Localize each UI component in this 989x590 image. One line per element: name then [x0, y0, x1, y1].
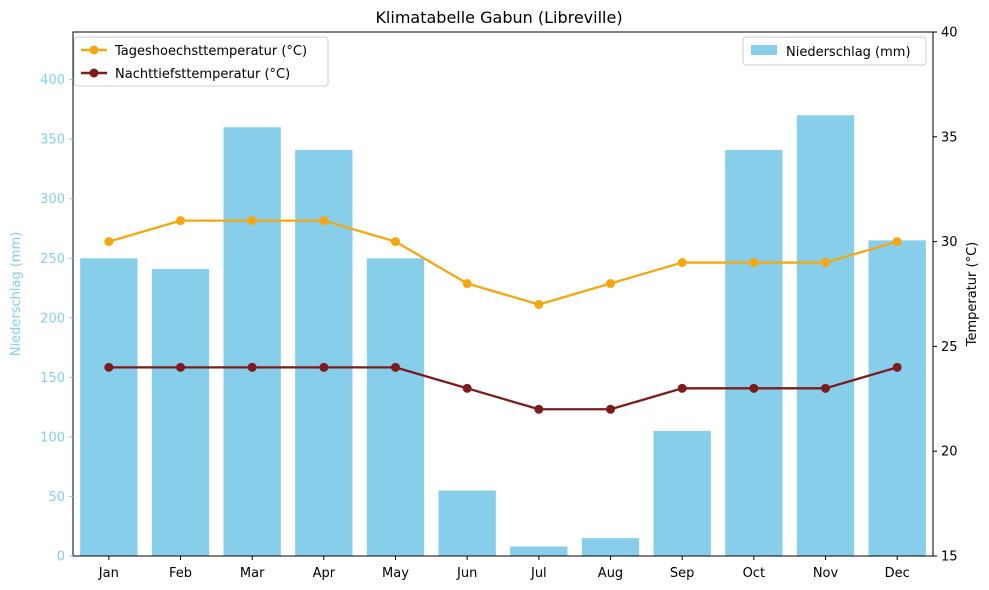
legend-temperature-box	[73, 36, 329, 87]
y-left-tick-label: 250	[40, 252, 65, 267]
x-tick-label-dec: Dec	[885, 566, 910, 581]
point-max-temp-feb	[176, 216, 185, 226]
point-min-temp-jan	[104, 362, 114, 372]
legend-marker-min-temp	[89, 68, 99, 78]
point-max-temp-mar	[247, 216, 257, 226]
x-tick-label-may: May	[382, 566, 409, 581]
bar-aug	[581, 538, 640, 556]
legend-marker-max-temp	[89, 45, 99, 55]
x-tick-label-aug: Aug	[598, 566, 623, 581]
point-max-temp-jan	[104, 237, 114, 247]
point-max-temp-oct	[749, 258, 759, 268]
y-axis-left-label: Niederschlag (mm)	[9, 232, 24, 357]
y-left-tick-label: 50	[48, 490, 65, 505]
legend-precipitation: Niederschlag (mm)	[742, 36, 927, 66]
bar-jan	[80, 258, 138, 556]
bar-mar	[223, 127, 281, 556]
point-min-temp-feb	[176, 362, 185, 372]
bar-nov	[796, 115, 855, 556]
x-tick-label-apr: Apr	[313, 566, 336, 581]
point-max-temp-apr	[319, 216, 329, 226]
point-max-temp-jul	[534, 299, 544, 309]
chart-title: Klimatabelle Gabun (Libreville)	[375, 8, 622, 27]
legend-label-min-temp: Nachttiefsttemperatur (°C)	[115, 67, 290, 82]
point-min-temp-dec	[892, 362, 902, 372]
legend-temperature: Tageshoechsttemperatur (°C) Nachttiefstt…	[73, 36, 329, 87]
x-tick-label-oct: Oct	[743, 566, 765, 581]
legend-precipitation-box	[742, 36, 927, 66]
x-tick-label-sep: Sep	[670, 566, 695, 581]
x-tick-label-jun: Jun	[456, 566, 477, 581]
y-right-tick-label: 30	[941, 235, 958, 250]
bar-oct	[725, 149, 783, 556]
y-right-tick-label: 40	[941, 26, 958, 41]
point-min-temp-jul	[534, 404, 544, 414]
point-min-temp-may	[391, 362, 400, 372]
y-right-tick-label: 35	[941, 130, 958, 145]
temperature-lines	[104, 216, 902, 414]
bar-feb	[151, 268, 210, 556]
bar-may	[366, 258, 425, 556]
y-axis-right-label: Temperatur (°C)	[965, 242, 980, 348]
y-axis-right: 15 20 25 30 35 40	[933, 26, 958, 565]
x-tick-label-jan: Jan	[98, 566, 119, 581]
plot-frame	[72, 31, 934, 557]
y-axis-left: 0 50 100 150 200 250 300 350 400	[40, 73, 73, 565]
point-max-temp-jun	[462, 279, 472, 289]
bar-sep	[653, 430, 711, 556]
precipitation-bars	[80, 115, 926, 556]
point-min-temp-sep	[677, 383, 687, 393]
y-left-tick-label: 400	[40, 73, 65, 88]
x-tick-label-jul: Jul	[530, 566, 547, 581]
point-max-temp-aug	[606, 279, 615, 289]
y-right-tick-label: 15	[941, 550, 958, 565]
line-min-temp	[108, 366, 898, 411]
bar-dec	[868, 240, 926, 556]
bar-jul	[510, 546, 568, 556]
bar-apr	[295, 149, 353, 556]
y-left-tick-label: 350	[40, 133, 65, 148]
x-tick-label-feb: Feb	[169, 566, 192, 581]
y-left-tick-label: 200	[40, 311, 65, 326]
point-max-temp-dec	[892, 237, 902, 247]
y-left-tick-label: 150	[40, 371, 65, 386]
y-left-tick-label: 100	[40, 430, 65, 445]
point-min-temp-oct	[749, 383, 759, 393]
line-max-temp	[108, 219, 898, 306]
bar-jun	[438, 490, 496, 556]
y-right-tick-label: 20	[941, 445, 958, 460]
point-min-temp-nov	[821, 383, 830, 393]
point-max-temp-may	[391, 237, 400, 247]
point-max-temp-sep	[677, 258, 687, 268]
x-tick-label-nov: Nov	[813, 566, 839, 581]
point-min-temp-aug	[606, 404, 615, 414]
y-right-tick-label: 25	[941, 340, 958, 355]
point-min-temp-mar	[247, 362, 257, 372]
legend-label-precipitation: Niederschlag (mm)	[786, 45, 911, 60]
legend-label-max-temp: Tageshoechsttemperatur (°C)	[114, 44, 307, 59]
x-axis: Jan Feb Mar Apr May Jun Jul Aug Sep Oct Nov Dec	[98, 556, 910, 581]
point-min-temp-apr	[319, 362, 329, 372]
y-left-tick-label: 300	[40, 192, 65, 207]
legend-swatch-precipitation	[751, 45, 777, 55]
point-min-temp-jun	[462, 383, 472, 393]
point-max-temp-nov	[821, 258, 830, 268]
y-left-tick-label: 0	[57, 550, 65, 565]
x-tick-label-mar: Mar	[240, 566, 265, 581]
